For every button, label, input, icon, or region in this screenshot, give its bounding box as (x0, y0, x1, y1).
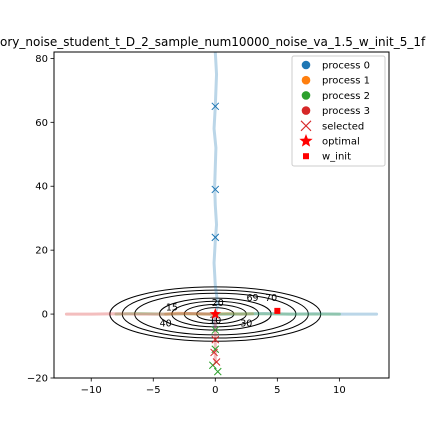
legend-box (291, 55, 386, 167)
legend-label-process-3: process 3 (322, 106, 370, 117)
w-init-marker (274, 307, 281, 314)
axes: −10 −5 0 5 10 −20 0 20 40 60 80 (27, 51, 390, 396)
x-tick-label-3: 5 (274, 385, 280, 396)
x-tick-label-4: 10 (333, 385, 346, 396)
contour-label-3: 40 (160, 319, 172, 330)
selected-marker-process-2-0 (211, 326, 220, 334)
legend-label-selected: selected (322, 121, 364, 132)
selected-marker-process-2-3 (213, 367, 222, 376)
legend-label-process-0: process 0 (322, 61, 370, 72)
y-tick-label-1: 0 (42, 310, 48, 321)
legend-marker-process-3 (301, 106, 311, 115)
selected-marker-process-3-0 (211, 335, 220, 344)
legend-marker-w-init (303, 153, 309, 160)
x-tick-label-2: 0 (212, 385, 218, 396)
x-tick-label-0: −10 (81, 385, 102, 396)
legend-label-process-2: process 2 (322, 91, 370, 102)
legend-marker-optimal (299, 134, 313, 147)
selected-marker-process-3-2 (212, 358, 221, 366)
contour-label-6: 70 (265, 293, 277, 304)
contour-line-20 (183, 303, 247, 325)
legend-label-optimal: optimal (322, 137, 360, 148)
plot-area: 10 20 30 40 15 69 70 (64, 52, 379, 376)
axes-frame (53, 51, 390, 379)
y-tick-label-4: 60 (35, 118, 48, 129)
contour-label-2: 30 (240, 319, 252, 330)
y-tick-label-5: 80 (35, 54, 48, 65)
x-tick-label-1: −5 (146, 385, 161, 396)
trajectory-process-0 (211, 52, 379, 332)
legend-marker-process-2 (301, 91, 311, 100)
contour-line-50 (134, 292, 297, 336)
contour-label-5: 69 (246, 293, 258, 304)
selected-marker-process-0-0 (211, 102, 220, 111)
legend: process 0 process 1 process 2 process 3 sele… (291, 55, 386, 167)
contour-line-10 (196, 307, 235, 321)
trajectory-process-3 (64, 311, 217, 364)
legend-marker-process-1 (301, 75, 311, 85)
contour-label-0: 10 (209, 315, 221, 326)
selected-marker-process-3-1 (210, 348, 218, 357)
contour-line-70 (109, 286, 322, 342)
y-tick-label-2: 20 (35, 246, 48, 257)
contour-label-1: 20 (212, 298, 224, 309)
legend-marker-selected (300, 120, 312, 132)
contour-label-4: 15 (166, 303, 178, 314)
contour-line-30 (171, 300, 260, 328)
legend-marker-process-0 (301, 60, 311, 70)
chart-title: ory_noise_student_t_D_2_sample_num10000_… (0, 35, 426, 49)
selected-marker-process-0-1 (211, 185, 220, 194)
y-tick-label-3: 40 (35, 182, 48, 193)
plot-content: 10 20 30 40 15 69 70 (64, 52, 379, 376)
y-tick-label-0: −20 (27, 374, 48, 385)
selected-marker-process-0-2 (211, 233, 220, 242)
trajectory-process-1 (164, 311, 255, 316)
contour-line-60 (121, 289, 309, 339)
legend-label-w-init: w_init (322, 152, 351, 163)
legend-label-process-1: process 1 (322, 76, 370, 87)
optimal-marker (209, 308, 221, 319)
